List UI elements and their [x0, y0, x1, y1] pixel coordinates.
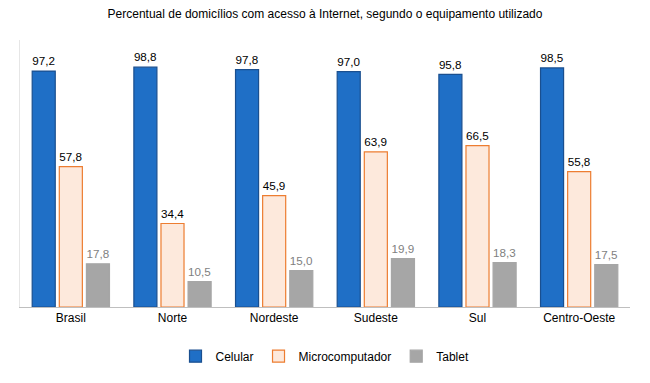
- svg-text:Norte: Norte: [158, 311, 188, 325]
- svg-text:98,5: 98,5: [541, 51, 564, 64]
- svg-text:97,8: 97,8: [236, 53, 259, 66]
- svg-text:45,9: 45,9: [263, 179, 286, 192]
- svg-text:66,5: 66,5: [466, 129, 489, 142]
- svg-text:Celular: Celular: [216, 350, 254, 364]
- svg-text:55,8: 55,8: [568, 155, 591, 168]
- svg-text:63,9: 63,9: [364, 135, 387, 148]
- svg-text:Sudeste: Sudeste: [354, 311, 398, 325]
- svg-text:Percentual de domicílios com a: Percentual de domicílios com acesso à In…: [108, 7, 543, 21]
- svg-text:57,8: 57,8: [59, 150, 82, 163]
- svg-text:15,0: 15,0: [290, 254, 313, 267]
- svg-text:97,2: 97,2: [32, 54, 55, 67]
- svg-text:18,3: 18,3: [493, 246, 516, 259]
- svg-text:Centro-Oeste: Centro-Oeste: [543, 311, 615, 325]
- svg-text:10,5: 10,5: [188, 265, 211, 278]
- svg-text:98,8: 98,8: [134, 50, 157, 63]
- svg-text:17,5: 17,5: [595, 248, 618, 261]
- svg-text:Tablet: Tablet: [436, 350, 469, 364]
- svg-text:Nordeste: Nordeste: [250, 311, 299, 325]
- svg-text:19,9: 19,9: [391, 242, 414, 255]
- svg-text:95,8: 95,8: [439, 58, 462, 71]
- svg-text:34,4: 34,4: [161, 207, 184, 220]
- svg-text:Sul: Sul: [469, 311, 486, 325]
- svg-text:Microcomputador: Microcomputador: [299, 350, 392, 364]
- svg-text:17,8: 17,8: [86, 247, 109, 260]
- svg-text:97,0: 97,0: [337, 55, 360, 68]
- svg-text:Brasil: Brasil: [56, 311, 86, 325]
